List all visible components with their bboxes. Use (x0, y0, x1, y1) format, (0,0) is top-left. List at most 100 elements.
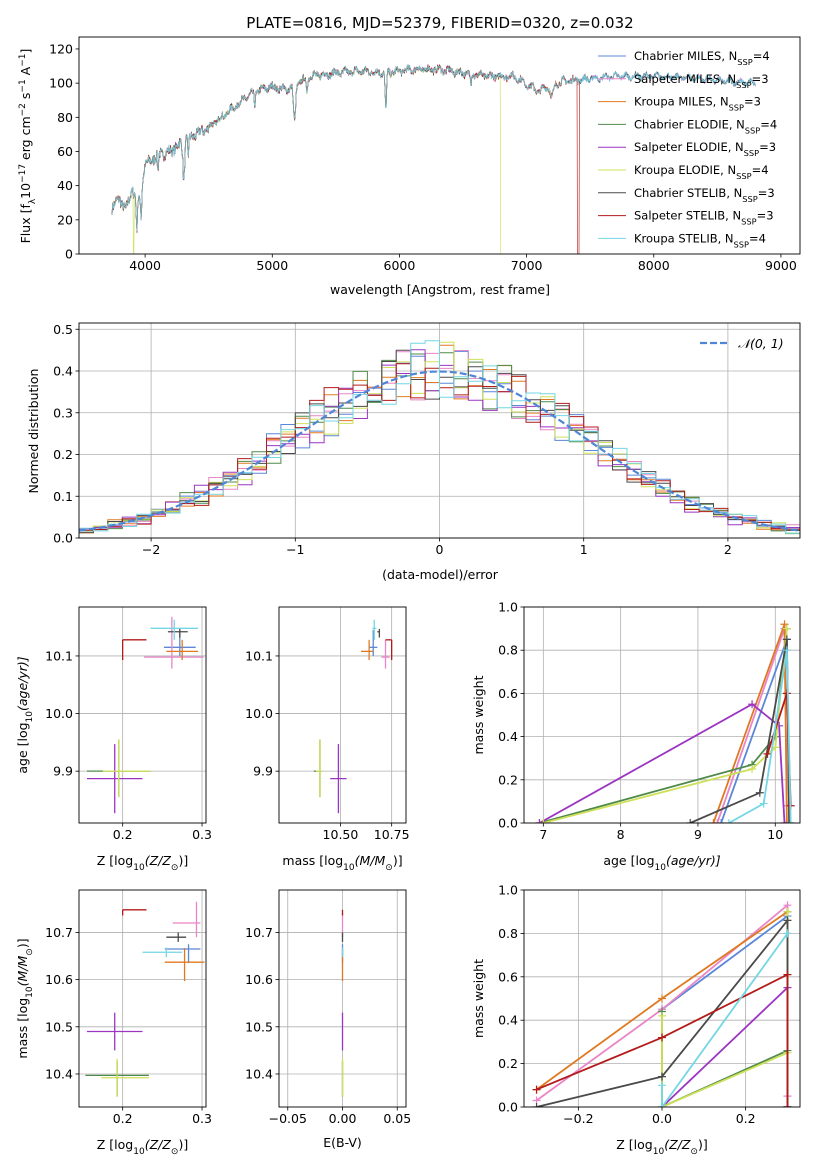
mass-vs-Z-xlabel-part: (Z/Z (145, 1137, 172, 1152)
weight-vs-Z-ylabel: mass weight (471, 959, 486, 1038)
weight-point-marker (755, 788, 764, 797)
spectrum-ylabel: Flux [fλ10−17 erg cm−2 s−1 A−1] (18, 49, 38, 244)
x-tick-label: 4000 (129, 258, 161, 273)
weight-point-marker (539, 819, 548, 823)
weight-point-marker (783, 970, 792, 979)
legend-label-part: =4 (753, 49, 770, 63)
spectrum-ylabel-part: −1 (18, 79, 28, 92)
weight-point-marker (658, 994, 666, 1003)
age-vs-Z-frame (78, 606, 207, 824)
legend-label-part: Salpeter ELODIE, N (634, 140, 744, 154)
x-tick-label: 0.2 (736, 1111, 756, 1126)
weight-vs-Z-xlabel: Z [log10(Z/Z⊙)] (616, 1137, 707, 1157)
age-vs-Z-xlabel-part: )] (178, 853, 188, 868)
legend-label-part: Salpeter MILES, N (634, 72, 736, 86)
weight-point-marker (783, 1103, 792, 1107)
x-tick-label: 10.50 (323, 827, 359, 842)
weight-vs-age-xlabel-part: age [log (603, 853, 654, 868)
weight-point-marker (535, 819, 544, 823)
weight-point-marker (658, 1103, 666, 1107)
weight-point-marker (658, 1072, 666, 1081)
legend-label-part: Kroupa STELIB, N (634, 231, 734, 245)
x-tick-label: 7000 (511, 258, 543, 273)
age-vs-Z-xlabel-part: (Z/Z (145, 853, 172, 868)
x-tick-label: 0.3 (192, 1111, 212, 1126)
weight-point-marker (658, 1011, 666, 1020)
weight-point-marker (763, 749, 772, 758)
weight-vs-Z-plot-area (532, 901, 792, 1107)
weight-point-marker (782, 646, 791, 655)
x-tick-label: 10.75 (374, 827, 410, 842)
spectrum-title-part: PLATE=0816, MJD=52379, FIBERID=0320, z=0… (246, 14, 633, 32)
mass-vs-Z-ylabel-part: mass [log (15, 998, 30, 1059)
y-tick-label: 10.1 (45, 648, 73, 663)
weight-point-marker (780, 819, 789, 823)
weight-vs-age-ylabel: mass weight (471, 675, 486, 754)
y-tick-label: 0 (65, 247, 73, 262)
age-vs-Z-ylabel: age [log10(age/yr)] (15, 656, 35, 773)
y-tick-label: 0.4 (498, 729, 518, 744)
residuals-plot-area (79, 340, 800, 538)
y-tick-label: 0.5 (53, 322, 73, 337)
legend-label-part: =4 (752, 163, 769, 177)
mass-vs-Z-xlabel: Z [log10(Z/Z⊙)] (97, 1137, 188, 1157)
weight-point-marker (658, 1081, 666, 1090)
mass-vs-Z-ylabel-part: 10 (25, 986, 35, 998)
y-tick-label: 0.2 (498, 1056, 518, 1071)
legend-label: Salpeter ELODIE, NSSP=3 (634, 140, 776, 158)
weight-vs-Z-xlabel-part: )] (698, 1137, 708, 1152)
legend-label-part: SSP (737, 57, 752, 67)
spectrum-ylabel-part: s (18, 93, 33, 104)
weight-point-marker (713, 819, 722, 823)
weight-point-marker (759, 799, 768, 808)
legend-label-part: Chabrier ELODIE, N (634, 117, 745, 131)
legend-label: Chabrier ELODIE, NSSP=4 (634, 117, 777, 135)
spectrum-ylabel-part: −1 (18, 54, 28, 67)
mass-vs-Z-ylabel: mass [log10(M/M⊙)] (15, 938, 35, 1058)
x-tick-label: 9000 (765, 258, 797, 273)
x-tick-label: 0.3 (192, 827, 212, 842)
mass-vs-Z-xlabel-part: ⊙ (171, 1147, 179, 1157)
weight-point-marker (785, 819, 794, 823)
weight-line-salpeter-elodie (539, 703, 786, 823)
age-vs-Z-ylabel-part: (age/yr)] (15, 656, 30, 711)
age-vs-mass-xlabel-part: mass [log (282, 853, 343, 868)
age-vs-Z-ylabel-part: age [log (15, 722, 30, 773)
weight-vs-age-frame (523, 606, 801, 824)
x-tick-label: 10 (767, 827, 783, 842)
mass-vs-Z-ylabel-part: (M/M (15, 956, 30, 987)
x-tick-label: 8000 (638, 258, 670, 273)
x-tick-label: −0.2 (563, 1111, 593, 1126)
y-tick-label: 10.0 (45, 706, 73, 721)
y-tick-label: 10.4 (245, 1066, 273, 1081)
legend-label-part: Salpeter STELIB, N (634, 209, 741, 223)
age-vs-Z-axes: 0.2 0.3 9.9 10.0 10.1 (45, 606, 212, 842)
age-vs-Z-xlabel-part: ⊙ (171, 863, 179, 873)
weight-vs-age-xlabel-part: (age/yr)] (666, 853, 721, 868)
legend-label: Salpeter STELIB, NSSP=3 (634, 209, 774, 227)
spectrum-title: PLATE=0816, MJD=52379, FIBERID=0320, z=0… (246, 14, 633, 32)
x-tick-label: 1 (580, 542, 588, 557)
spectrum-ylabel-part: −2 (18, 103, 28, 116)
weight-vs-Z-xlabel-part: Z [log (616, 1137, 652, 1152)
mass-vs-Z-frame (78, 889, 207, 1108)
weight-vs-age-xlabel: age [log10(age/yr)] (603, 853, 720, 873)
weight-vs-Z-xlabel-part: (Z/Z (664, 1137, 691, 1152)
weight-line-kroupa-elodie (661, 911, 789, 1107)
mass-vs-Z-xlabel-part: Z [log (97, 1137, 133, 1152)
residuals-ylabel: Normed distribution (26, 369, 41, 494)
y-tick-label: 10.6 (245, 972, 273, 987)
legend-label-part: Kroupa MILES, N (634, 95, 729, 109)
x-tick-label: 0.0 (652, 1111, 672, 1126)
spectrum-plot-area (111, 63, 756, 254)
x-tick-label: 7 (539, 827, 547, 842)
y-tick-label: 40 (57, 178, 73, 193)
spectrum-series-kroupa-miles (111, 64, 581, 232)
x-tick-label: 5000 (256, 258, 288, 273)
legend-label-part: =3 (757, 209, 774, 223)
weight-point-marker (532, 1085, 541, 1094)
y-tick-label: 10.5 (45, 1019, 73, 1034)
weight-point-marker (783, 907, 792, 916)
